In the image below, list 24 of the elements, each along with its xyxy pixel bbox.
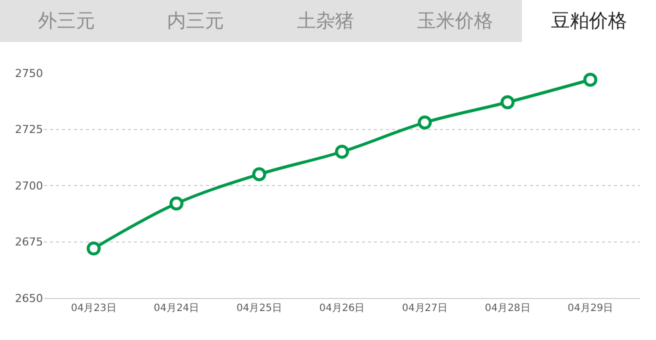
point: [169, 196, 184, 210]
text: 土杂猪: [297, 10, 354, 32]
x-tick-label: 04月23日: [70, 303, 116, 314]
point: [335, 144, 349, 159]
x-tick-label: 04月27日: [402, 303, 448, 314]
y-tick-label: 2700: [15, 179, 43, 192]
text: 外三元: [38, 10, 95, 32]
x-tick-label: 04月26日: [319, 303, 365, 314]
text: 玉米价格: [417, 10, 493, 32]
point: [583, 72, 598, 87]
text: 内三元: [167, 10, 224, 32]
y-tick-label: 2675: [15, 236, 43, 249]
y-tick-label: 2650: [15, 292, 43, 305]
chart-title: 豆粕价格: [551, 10, 627, 32]
x-tick-label: 04月29日: [568, 303, 614, 314]
y-tick-label: 2725: [15, 123, 43, 136]
y-tick-label: 2750: [15, 66, 43, 80]
point: [418, 116, 432, 130]
point: [252, 167, 266, 182]
x-tick-label: 04月28日: [484, 303, 530, 314]
x-tick-label: 04月25日: [236, 303, 282, 314]
point: [500, 95, 515, 110]
point: [86, 242, 101, 256]
x-tick-label: 04月24日: [154, 303, 200, 314]
